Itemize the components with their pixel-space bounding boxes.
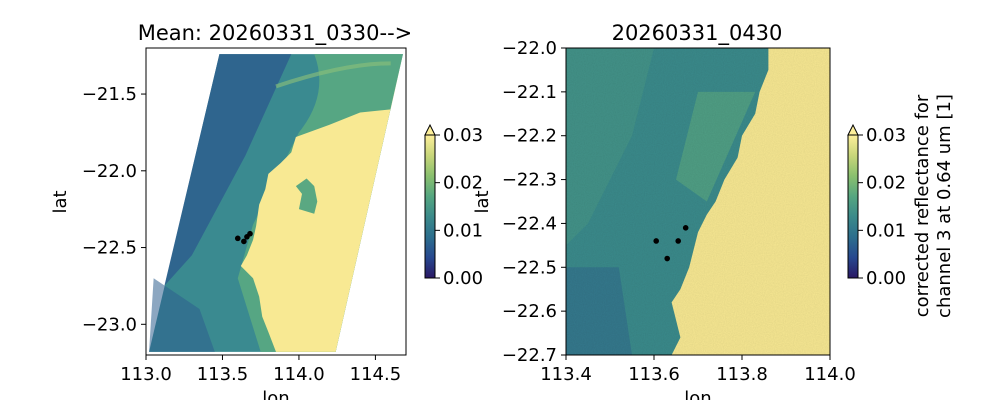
- p1-xtick-label: 113.0: [120, 364, 172, 385]
- colorbar-1-fill: [425, 135, 435, 278]
- p1-xtick-label: 114.0: [273, 364, 325, 385]
- panel-2-axes-frame: [565, 47, 831, 356]
- panel-2-ylabel: lat: [472, 190, 493, 213]
- colorbar-tick-label: 0.01: [443, 220, 483, 241]
- panel-1-axes-frame: [145, 47, 407, 356]
- data-point: [675, 238, 681, 244]
- p2-xtick-label: 113.6: [628, 364, 680, 385]
- p2-ytick-label: −22.6: [502, 301, 557, 322]
- surface-streak: [275, 61, 391, 89]
- p2-xtick-label: 114.0: [804, 364, 856, 385]
- deep-water-south: [149, 278, 215, 352]
- panel-2: 20260331_0430 113.4 113.6 113.8 114.0 −22.0…: [472, 21, 955, 400]
- panel-2-x-ticks: 113.4 113.6 113.8 114.0: [540, 355, 856, 385]
- p2-ytick-label: −22.1: [502, 82, 557, 103]
- p2-ytick-label: −22.0: [502, 38, 557, 59]
- p1-xtick-label: 113.5: [197, 364, 249, 385]
- colorbar-2-extend-arrow: [847, 123, 859, 136]
- p1-ytick-label: −22.0: [82, 161, 137, 182]
- panel-1-image: [149, 54, 403, 352]
- p2-ytick-label: −22.7: [502, 345, 557, 366]
- colorbar-tick-label: 0.00: [866, 268, 906, 289]
- data-point: [241, 238, 247, 245]
- colorbar-2-ticks: 0.00 0.01 0.02 0.03: [858, 125, 906, 289]
- colorbar-tick-label: 0.01: [866, 220, 906, 241]
- data-point: [682, 225, 689, 231]
- data-point: [247, 230, 253, 237]
- p2-xtick-label: 113.8: [716, 364, 768, 385]
- panel-1-points: [234, 230, 253, 245]
- deep-water-band: [164, 54, 292, 286]
- colorbar-2-fill: [848, 135, 858, 278]
- colorbar-1-ticks: 0.00 0.01 0.02 0.03: [435, 125, 483, 289]
- panel-1-title: Mean: 20260331_0330-->: [138, 21, 413, 46]
- colorbar-tick-label: 0.03: [443, 125, 483, 146]
- panel-2-y-ticks: −22.0 −22.1 −22.2 −22.3 −22.4 −22.5 −22.6 −22.7: [502, 38, 566, 366]
- panel-1-x-ticks: 113.0 113.5 114.0 114.5: [120, 355, 401, 385]
- panel-2-colorbar: 0.00 0.01 0.02 0.03 corrected reflectance f…: [847, 94, 955, 318]
- p2-ytick-label: −22.2: [502, 126, 557, 147]
- data-point: [653, 238, 659, 244]
- land-region: [240, 54, 403, 352]
- colorbar-tick-label: 0.00: [443, 268, 483, 289]
- panel-2-points: [653, 225, 689, 262]
- panel-2-xlabel: lon: [684, 388, 711, 400]
- p2-ytick-label: −22.5: [502, 257, 557, 278]
- panel-2-image: [566, 48, 830, 355]
- colorbar-tick-label: 0.03: [866, 125, 906, 146]
- colorbar-1-extend-arrow: [424, 123, 436, 136]
- island-feature: [295, 178, 318, 214]
- panel-2-title: 20260331_0430: [612, 21, 783, 46]
- panel-1-xlabel: lon: [262, 388, 289, 400]
- colorbar-2-label-line2: channel 3 at 0.64 um [1]: [934, 94, 955, 318]
- p1-ytick-label: −23.0: [82, 314, 137, 335]
- data-point: [234, 235, 241, 242]
- colorbar-tick-label: 0.02: [443, 173, 483, 194]
- p2-ytick-label: −22.4: [502, 213, 557, 234]
- panel-1-y-ticks: −21.5 −22.0 −22.5 −23.0: [82, 84, 146, 335]
- p1-ytick-label: −21.5: [82, 84, 137, 105]
- panel-1-ylabel: lat: [50, 190, 71, 213]
- p2-ytick-label: −22.3: [502, 170, 557, 191]
- colorbar-2-label-line1: corrected reflectance for: [912, 94, 933, 317]
- p2-xtick-label: 113.4: [540, 364, 592, 385]
- panel-1-colorbar: 0.00 0.01 0.02 0.03: [424, 123, 483, 289]
- panel-1: Mean: 20260331_0330--> 113.0 113.5 114.0 11…: [50, 21, 483, 400]
- colorbar-tick-label: 0.02: [866, 173, 906, 194]
- p1-ytick-label: −22.5: [82, 238, 137, 259]
- p1-xtick-label: 114.5: [350, 364, 402, 385]
- data-point: [664, 255, 670, 262]
